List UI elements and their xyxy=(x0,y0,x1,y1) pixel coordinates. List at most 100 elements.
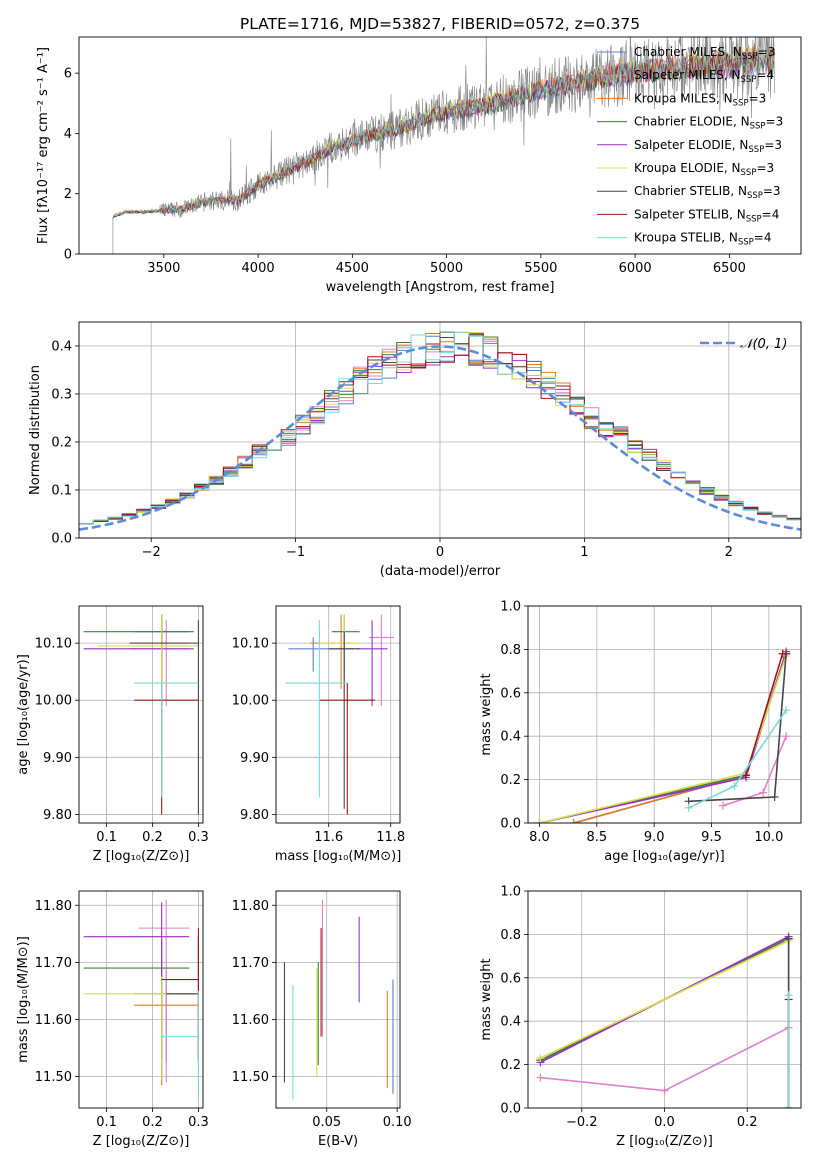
y-tick-label: 0.2 xyxy=(51,436,72,451)
x-axis-label: age [log₁₀(age/yr)] xyxy=(604,849,725,864)
plot-area xyxy=(79,331,801,531)
weight-marker xyxy=(770,792,779,801)
y-tick-label: 6 xyxy=(64,67,72,82)
x-axis-label: E(B-V) xyxy=(318,1134,358,1149)
y-tick-label: 9.90 xyxy=(43,751,72,766)
chart-mass_vs_ebv: 0.05 0.10 11.50 11.60 11.70 11.80 E(B-V) xyxy=(232,890,412,1149)
x-tick-label: 0.1 xyxy=(96,1115,117,1130)
weight-line-kroupa-stelib xyxy=(688,709,787,809)
data-point-kroupa-elodie xyxy=(83,976,190,1080)
y-tick-label: 11.60 xyxy=(232,1013,269,1028)
y-axis-label: Flux [fλ10⁻¹⁷ erg cm⁻² s⁻¹ A⁻¹] xyxy=(36,47,51,244)
data-point-chabrier-stelib xyxy=(328,631,360,809)
legend-entry: Salpeter ELODIE, NSSP=3 xyxy=(634,138,782,155)
weight-marker xyxy=(730,782,739,791)
weight-marker xyxy=(782,732,791,741)
legend-entry: Kroupa MILES, NSSP=3 xyxy=(634,91,766,108)
x-tick-label: 8.0 xyxy=(529,830,550,845)
weight-marker xyxy=(535,819,544,823)
y-axis-label: Normed distribution xyxy=(28,365,43,495)
axes-frame xyxy=(275,605,401,824)
y-tick-label: 2 xyxy=(64,187,72,202)
weight-marker xyxy=(784,991,793,1000)
chart-spectrum: 3500 4000 4500 5000 5500 6000 6500 0 2 4 6 waveleng… xyxy=(36,36,802,295)
y-tick-label: 0.1 xyxy=(51,484,72,499)
data-point-salpeter-miles xyxy=(129,620,190,706)
x-tick-label: 4500 xyxy=(336,261,369,276)
weight-marker xyxy=(660,1086,669,1095)
axes-frame xyxy=(78,890,204,1109)
y-tick-label: 0.6 xyxy=(500,971,521,986)
y-tick-label: 0.6 xyxy=(500,686,521,701)
y-tick-label: 10.10 xyxy=(35,637,72,652)
data-point-salpeter-elodie xyxy=(83,625,194,706)
x-tick-label: 11.6 xyxy=(314,830,343,845)
x-tick-label: 5000 xyxy=(430,261,463,276)
y-tick-label: 9.80 xyxy=(43,808,72,823)
weight-marker xyxy=(782,706,791,715)
plot-area xyxy=(535,647,791,823)
x-tick-label: −2 xyxy=(142,545,161,560)
y-tick-label: 0.0 xyxy=(500,1102,521,1117)
data-point-chabrier-miles xyxy=(134,970,194,1063)
axes-frame xyxy=(78,605,204,824)
y-tick-label: 0.2 xyxy=(500,773,521,788)
x-tick-label: 0.0 xyxy=(654,1115,675,1130)
y-tick-label: 11.80 xyxy=(232,899,269,914)
x-tick-label: 0.2 xyxy=(142,1115,163,1130)
legend-entry: 𝒩(0, 1) xyxy=(740,337,787,352)
y-tick-label: 11.50 xyxy=(232,1070,269,1085)
model-spectrum-salpeter-stelib xyxy=(112,47,775,219)
y-tick-label: 11.60 xyxy=(35,1013,72,1028)
weight-marker xyxy=(784,934,793,943)
data-point-salpeter-miles xyxy=(138,899,190,1083)
y-tick-label: 1.0 xyxy=(500,600,521,615)
data-point-chabrier-elodie xyxy=(331,614,360,678)
x-axis-label: mass [log₁₀(M/M⊙)] xyxy=(275,849,402,864)
plot-area xyxy=(283,899,394,1100)
legend-entry: Chabrier ELODIE, NSSP=3 xyxy=(634,115,783,132)
weight-marker xyxy=(569,819,578,823)
y-tick-label: 9.90 xyxy=(240,751,269,766)
legend-entry: Kroupa STELIB, NSSP=4 xyxy=(634,231,772,248)
y-tick-label: 1.0 xyxy=(500,885,521,900)
data-point-kroupa-stelib xyxy=(161,990,199,1100)
data-point-kroupa-elodie xyxy=(319,614,360,689)
data-point-kroupa-elodie xyxy=(97,614,199,704)
x-axis-label: Z [log₁₀(Z/Z⊙)] xyxy=(616,1134,713,1149)
plot-area xyxy=(285,614,394,815)
x-axis-label: Z [log₁₀(Z/Z⊙)] xyxy=(93,849,190,864)
data-point-kroupa-stelib xyxy=(285,620,348,798)
y-axis-label: age [log₁₀(age/yr)] xyxy=(16,654,31,775)
axes-frame xyxy=(527,605,802,824)
x-tick-label: 2 xyxy=(725,545,733,560)
chart-weight_vs_Z: −0.2 0.0 0.2 0.0 0.2 0.4 0.6 0.8 1.0 Z [log₁₀(Z/Z… xyxy=(479,885,802,1149)
x-axis-label: Z [log₁₀(Z/Z⊙)] xyxy=(93,1134,190,1149)
y-tick-label: 10.00 xyxy=(232,694,269,709)
data-point-salpeter-stelib xyxy=(319,683,376,815)
y-tick-label: 11.80 xyxy=(35,899,72,914)
y-tick-label: 0.4 xyxy=(500,730,521,745)
x-axis-label: wavelength [Angstrom, rest frame] xyxy=(326,280,555,295)
x-tick-label: −1 xyxy=(286,545,305,560)
data-point-kroupa-stelib xyxy=(134,682,199,798)
x-tick-label: 9.0 xyxy=(644,830,665,845)
model-spectrum-kroupa-stelib xyxy=(112,45,775,218)
x-tick-label: 0.1 xyxy=(96,830,117,845)
chart-age_vs_Z: 0.1 0.2 0.3 9.80 9.90 10.00 10.10 Z [log₁₀(Z/Z⊙… xyxy=(16,605,209,864)
weight-marker xyxy=(784,1104,793,1108)
y-tick-label: 0.0 xyxy=(500,817,521,832)
data-point-chabrier-elodie xyxy=(83,939,190,1060)
x-tick-label: 6500 xyxy=(713,261,746,276)
weight-marker xyxy=(719,801,727,810)
x-tick-label: 0.05 xyxy=(312,1115,341,1130)
weight-marker xyxy=(759,788,768,797)
x-tick-label: 0 xyxy=(436,545,444,560)
x-tick-label: 9.5 xyxy=(701,830,722,845)
chart-residuals: −2 −1 0 1 2 0.0 0.1 0.2 0.3 0.4 (data-model)/error… xyxy=(28,321,802,579)
x-tick-label: 0.3 xyxy=(188,1115,209,1130)
chart-age_vs_mass: 11.6 11.8 9.80 9.90 10.00 10.10 mass [log₁₀(M/… xyxy=(232,605,405,864)
y-axis-label: mass weight xyxy=(479,673,494,755)
weight-marker xyxy=(741,771,750,780)
weight-line-kroupa-elodie xyxy=(540,940,789,1059)
